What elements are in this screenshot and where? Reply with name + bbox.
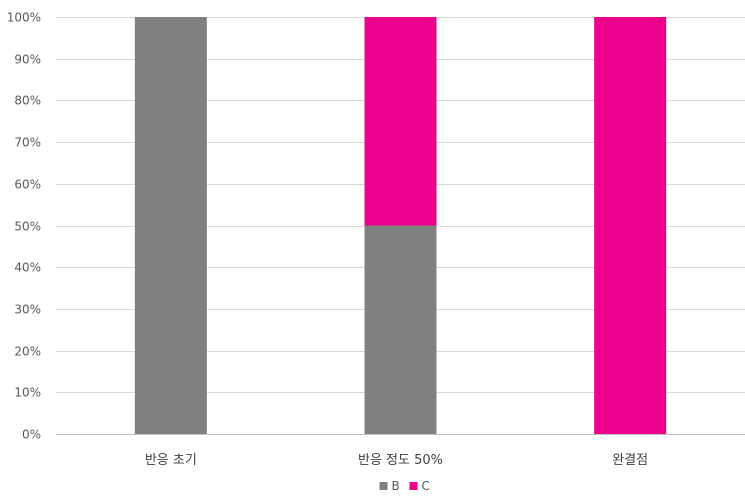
legend-label-c: C bbox=[422, 479, 430, 493]
y-axis-tick-labels: 0% 10% 20% 30% 40% 50% 60% 70% 80% 90% 100% bbox=[7, 11, 41, 442]
y-tick-label: 0% bbox=[22, 428, 41, 442]
y-tick-label: 20% bbox=[14, 345, 41, 359]
y-tick-label: 50% bbox=[14, 220, 41, 234]
bar-c-2 bbox=[594, 17, 667, 434]
y-tick-label: 90% bbox=[14, 53, 41, 67]
y-tick-label: 10% bbox=[14, 386, 41, 400]
y-tick-label: 60% bbox=[14, 178, 41, 192]
x-axis: 반응 초기 반응 정도 50% 완결점 bbox=[145, 453, 648, 468]
legend-label-b: B bbox=[392, 479, 400, 493]
y-tick-label: 70% bbox=[14, 136, 41, 150]
x-category-label: 반응 정도 50% bbox=[358, 453, 443, 468]
x-category-label: 반응 초기 bbox=[145, 453, 197, 468]
legend-swatch-b bbox=[379, 482, 388, 490]
bar-b-1 bbox=[364, 225, 437, 434]
y-tick-label: 80% bbox=[14, 94, 41, 108]
bars bbox=[134, 17, 667, 434]
y-tick-label: 40% bbox=[14, 261, 41, 275]
y-tick-label: 30% bbox=[14, 303, 41, 317]
y-tick-label: 100% bbox=[7, 11, 41, 25]
x-category-label: 완결점 bbox=[612, 453, 648, 468]
bar-c-1 bbox=[364, 17, 437, 226]
bar-b-0 bbox=[134, 17, 207, 434]
legend-swatch-c bbox=[409, 482, 418, 490]
